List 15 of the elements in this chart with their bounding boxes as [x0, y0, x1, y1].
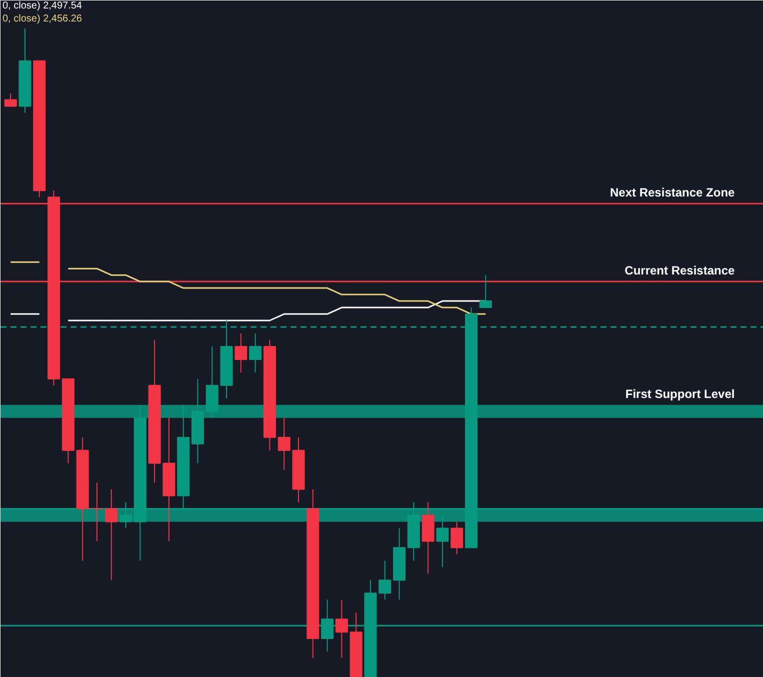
candlestick — [4, 92, 17, 107]
ref-line-label: Current Resistance — [624, 264, 736, 278]
text: 0, close) 2,497.54 — [2, 0, 82, 12]
candlestick — [249, 332, 262, 373]
ref-line-label: Next Resistance Zone — [610, 186, 736, 200]
candlestick — [335, 599, 348, 659]
candlestick — [234, 332, 248, 373]
candlestick — [378, 560, 392, 600]
band-label: First Support Level — [625, 386, 735, 401]
candlestick — [105, 488, 118, 581]
candlestick — [450, 521, 464, 555]
candlestick — [90, 482, 104, 542]
candlestick — [479, 274, 492, 308]
candlestick — [278, 417, 290, 470]
text: 0, close) 2,456.26 — [2, 14, 82, 24]
